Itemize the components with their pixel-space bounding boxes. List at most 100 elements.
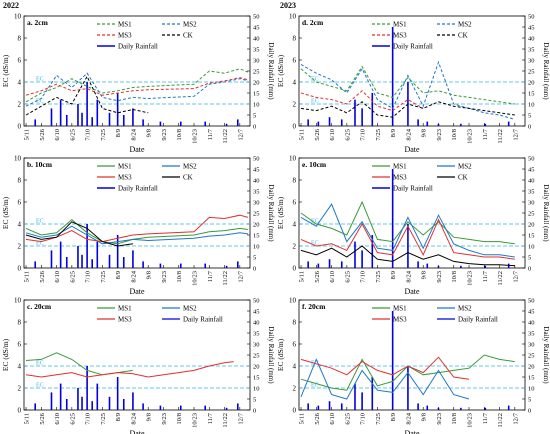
x-tick-label: 12/7 [237,412,244,424]
legend-label: MS1 [118,305,132,313]
x-tick-label: 5/11 [24,271,31,282]
ec-threshold-label: EC [36,361,44,367]
legend-label: MS1 [393,21,407,29]
legend-label: Daily Rainfall [458,316,498,324]
x-tick-label: 6/25 [69,129,76,141]
x-tick-label: 5/26 [39,128,46,140]
series-line-ms2 [25,72,249,107]
x-axis-title: Date [129,145,145,154]
y2-tick-label: 35 [253,189,260,196]
x-tick-label: 9/23 [436,271,443,283]
x-tick-label: 8/24 [405,128,412,140]
y-tick-label: 10 [14,13,22,21]
series-line-ms2 [300,358,470,400]
legend-label: MS2 [458,163,472,171]
y2-tick-label: 30 [528,200,535,207]
y2-tick-label: 20 [528,222,535,229]
y2-tick-label: 0 [528,266,531,273]
y-tick-label: 2 [293,385,297,393]
y-tick-label: 4 [293,79,297,87]
panel-label: b. 10cm [27,160,53,169]
legend-label: MS1 [393,163,407,171]
y2-tick-label: 45 [253,167,260,174]
y2-tick-label: 40 [528,36,535,43]
ec-threshold-label: EC [311,383,319,389]
y-tick-label: 10 [289,13,297,21]
y-tick-label: 4 [18,221,22,229]
x-tick-label: 10/8 [176,413,183,425]
x-tick-label: 9/8 [421,129,428,137]
x-tick-label: 10/8 [176,129,183,141]
x-tick-label: 6/25 [344,271,351,283]
y2-tick-label: 15 [528,375,535,382]
y2-tick-label: 35 [528,331,535,338]
y-tick-label: 8 [293,319,297,327]
plot-frame [23,157,251,269]
x-tick-label: 6/25 [69,413,76,425]
y2-tick-label: 30 [528,58,535,65]
x-axis-title: Date [404,429,420,434]
x-tick-label: 7/10 [85,129,92,141]
y2-tick-label: 50 [253,298,260,305]
y2-tick-label: 25 [528,211,535,218]
x-tick-label: 11/7 [207,128,214,140]
y-axis-title: EC (dS/m) [1,196,10,229]
ec-threshold-label: EC [36,383,44,389]
y-tick-label: 10 [14,297,22,305]
y-tick-label: 4 [18,79,22,87]
x-tick-label: 11/7 [482,412,489,424]
y2-tick-label: 5 [528,397,531,404]
x-tick-label: 8/9 [390,271,397,279]
y-tick-label: 2 [18,243,22,251]
y2-tick-label: 25 [528,69,535,76]
x-tick-label: 5/11 [299,271,306,282]
ec-threshold-label: EC [36,241,44,247]
y-tick-label: 4 [18,363,22,371]
x-tick-label: 9/8 [146,271,153,279]
legend-label-rainfall: Daily Rainfall [393,185,433,193]
y2-tick-label: 30 [528,342,535,349]
legend-label: MS3 [393,32,407,40]
y2-tick-label: 15 [253,91,260,98]
panel-label: a. 2cm [27,18,49,27]
y2-tick-label: 15 [528,91,535,98]
x-tick-label: 10/8 [451,129,458,141]
series-line-ms2 [300,60,515,120]
x-axis-title: Date [129,287,145,296]
plot-frame [23,15,251,127]
x-tick-label: 8/9 [390,413,397,421]
y2-tick-label: 20 [528,80,535,87]
y2-tick-label: 20 [253,364,260,371]
y-tick-label: 4 [293,221,297,229]
y-tick-label: 8 [293,177,297,185]
panel-e-10cm: 0 2 4 6 8 10 0 5 10 15 20 25 30 35 40 45 50 5/11 5/26 6/10 6… [276,155,550,297]
series-line-ck [25,75,149,116]
x-tick-label: 8/9 [115,129,122,137]
panel-label: f. 20cm [302,302,326,311]
x-tick-label: 9/23 [161,413,168,425]
y2-tick-label: 10 [253,386,260,393]
x-tick-label: 8/24 [130,412,137,424]
x-tick-label: 8/24 [405,412,412,424]
x-tick-label: 7/10 [360,413,367,425]
y-tick-label: 6 [18,57,22,65]
legend-label: MS3 [393,174,407,182]
x-tick-label: 11/7 [207,270,214,282]
y2-tick-label: 15 [253,233,260,240]
ec-threshold-label: EC [311,99,319,105]
panel-label: d. 2cm [302,18,324,27]
y2-tick-label: 20 [253,80,260,87]
series-line-ms2 [300,203,515,258]
legend-label: Daily Rainfall [183,316,223,324]
y-tick-label: 10 [289,155,297,163]
ec-threshold-label: EC [311,241,319,247]
y-tick-label: 2 [293,101,297,109]
x-tick-label: 7/25 [100,271,107,283]
y2-tick-label: 45 [528,167,535,174]
y2-tick-label: 0 [253,124,256,131]
x-tick-label: 10/23 [467,129,474,144]
x-tick-label: 5/11 [24,413,31,424]
panel-c-20cm: 0 2 4 6 8 10 0 5 10 15 20 25 30 35 40 45 50 5/11 5/26 6/10 6… [1,297,275,434]
x-tick-label: 10/8 [451,271,458,283]
plot-frame [298,157,526,269]
